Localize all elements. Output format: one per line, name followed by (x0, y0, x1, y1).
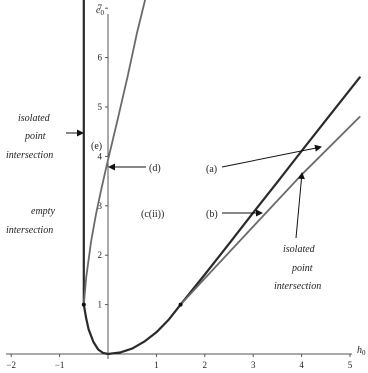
note-line: point (24, 131, 46, 142)
isolated-point-note-left: isolated point intersection (6, 113, 53, 161)
label-e: (e) (91, 141, 102, 152)
y-tick-label: 7 (98, 3, 103, 13)
arrow-isolated-right (295, 172, 305, 239)
note-line: point (291, 263, 313, 274)
note-line: empty (31, 206, 55, 217)
y-tick-label: 5 (98, 102, 103, 112)
x-tick-label: −2 (6, 360, 16, 370)
note-line: intersection (6, 225, 53, 236)
note-line: isolated (283, 244, 316, 255)
note-line: intersection (6, 150, 53, 161)
x-tick-label: 5 (348, 360, 353, 370)
point-marker (81, 302, 86, 307)
y-axis-label: c0 (96, 5, 104, 17)
x-tick-label: 3 (251, 360, 256, 370)
x-tick-label: 2 (203, 360, 208, 370)
series-upper-curve (82, 0, 147, 306)
note-line: isolated (18, 113, 51, 124)
y-tick-label: 4 (98, 151, 103, 161)
y-tick-label: 3 (98, 201, 103, 211)
label-b: (b) (206, 209, 218, 220)
x-tick-label: 4 (299, 360, 304, 370)
x-tick-label: 1 (154, 360, 159, 370)
y-tick-label: 6 (98, 53, 103, 63)
label-cii: (c(ii)) (141, 209, 164, 220)
isolated-point-note-right: isolated point intersection (274, 244, 321, 292)
x-tick-label: −1 (55, 360, 65, 370)
label-d: (d) (149, 163, 161, 174)
y-tick-label: 1 (98, 300, 103, 310)
x-axis-label: h0 (357, 345, 366, 357)
note-line: intersection (274, 281, 321, 292)
empty-intersection-note: empty intersection (6, 206, 55, 236)
y-tick-label: 2 (98, 250, 103, 260)
arrow-a (221, 144, 322, 168)
series-lower-envelope-curve (82, 76, 361, 356)
curves (81, 0, 361, 356)
point-marker (178, 302, 183, 307)
axes: −2 −1 1 2 3 4 5 1 2 3 4 5 6 7 (6, 3, 353, 370)
label-a: (a) (206, 164, 217, 175)
series-lower-right-tangent-line (179, 116, 361, 306)
